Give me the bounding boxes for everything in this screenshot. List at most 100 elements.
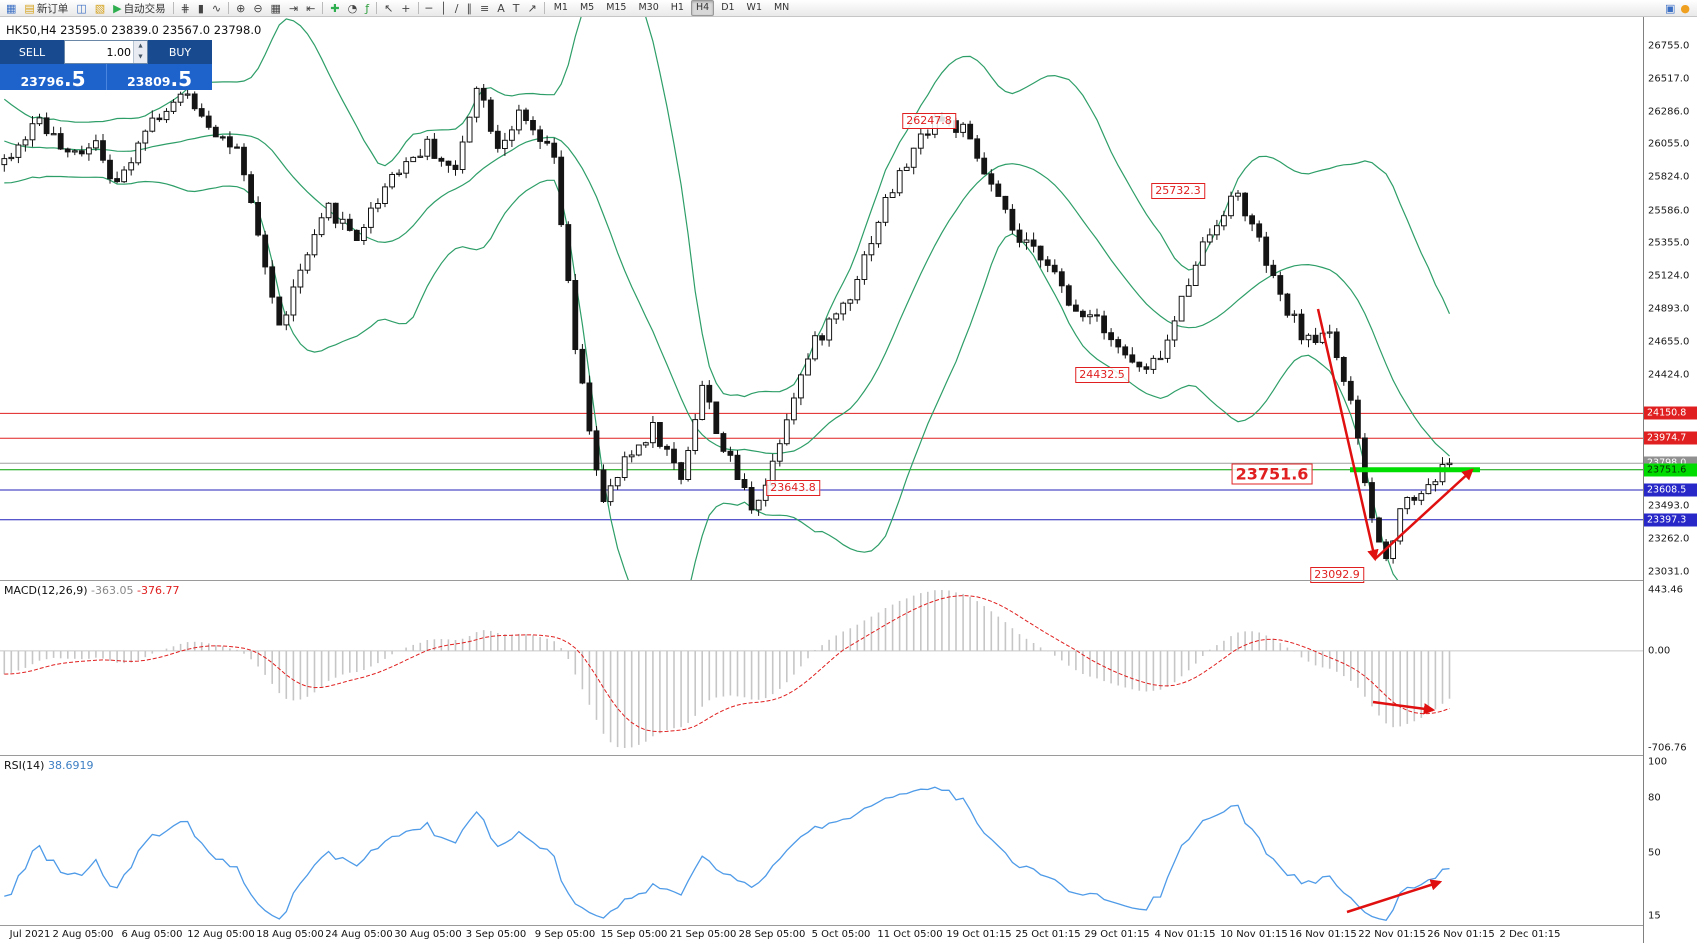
buy-price[interactable]: 23809.5 bbox=[106, 64, 212, 90]
time-tick: 4 Nov 01:15 bbox=[1154, 929, 1216, 940]
profiles-icon[interactable]: ▧ bbox=[91, 0, 109, 17]
timeframe-h1-button[interactable]: H1 bbox=[670, 2, 684, 13]
vline-tool-icon[interactable]: │ bbox=[436, 0, 451, 17]
volume-input[interactable] bbox=[65, 41, 133, 63]
toolbar-separator bbox=[376, 2, 378, 14]
volume-down-button[interactable]: ▼ bbox=[134, 52, 147, 63]
macd-name: MACD(12,26,9) bbox=[4, 584, 88, 597]
trend-arrow-1[interactable] bbox=[1316, 308, 1379, 562]
price-tick: 26286.0 bbox=[1648, 106, 1690, 118]
tile-windows-icon[interactable]: ▦ bbox=[267, 0, 285, 17]
line-chart-icon[interactable]: ∿ bbox=[208, 0, 225, 17]
price-tick: 24655.0 bbox=[1648, 336, 1690, 348]
main-chart[interactable] bbox=[0, 17, 1643, 580]
rsi-tick: 80 bbox=[1648, 792, 1661, 804]
chart-shift-icon[interactable]: ⇤ bbox=[302, 0, 319, 17]
price-tick: 23031.0 bbox=[1648, 566, 1690, 577]
time-tick: 16 Nov 01:15 bbox=[1289, 929, 1357, 940]
buy-price-main: 23809 bbox=[126, 73, 171, 89]
cursor-icon-glyph: ↖ bbox=[384, 1, 394, 15]
timeframe-m5-button[interactable]: M5 bbox=[579, 2, 595, 13]
volume-up-button[interactable]: ▲ bbox=[134, 41, 147, 52]
price-annotation[interactable]: 23092.9 bbox=[1310, 567, 1364, 583]
status-icon[interactable]: ● bbox=[1680, 1, 1690, 15]
price-annotation[interactable]: 23643.8 bbox=[766, 480, 820, 496]
auto-trading-button[interactable]: ▶ 自动交易 bbox=[109, 0, 169, 17]
templates-icon[interactable]: ◫ bbox=[72, 0, 90, 17]
period-icon[interactable]: ◔ bbox=[344, 0, 362, 17]
label-tool-icon[interactable]: T bbox=[509, 0, 524, 17]
price-tick: 26055.0 bbox=[1648, 138, 1690, 150]
timeframe-h4-button[interactable]: H4 bbox=[690, 0, 715, 16]
chart-window-icon[interactable]: ▣ bbox=[1664, 1, 1676, 15]
rsi-tick: 50 bbox=[1648, 847, 1661, 859]
fibonacci-tool-icon[interactable]: ≡ bbox=[476, 0, 493, 17]
macd-arrow[interactable] bbox=[1372, 700, 1436, 715]
arrows-tool-icon[interactable]: ↗ bbox=[523, 0, 540, 17]
indicators-icon[interactable]: ƒ bbox=[361, 0, 373, 17]
cursor-icon[interactable]: ↖ bbox=[380, 0, 397, 17]
macd-signal-line bbox=[4, 595, 1450, 733]
trendline-tool-icon[interactable]: ∕ bbox=[451, 0, 463, 17]
time-tick: 26 Nov 01:15 bbox=[1427, 929, 1495, 940]
panel-separator-macd[interactable] bbox=[0, 580, 1697, 581]
price-annotation[interactable]: 26247.8 bbox=[902, 113, 956, 129]
window-grid-icon[interactable]: ▦ bbox=[2, 0, 20, 17]
auto-scroll-icon[interactable]: ⇥ bbox=[285, 0, 302, 17]
rsi-panel[interactable] bbox=[0, 755, 1643, 925]
sell-button[interactable]: SELL bbox=[0, 40, 64, 64]
hline-tool-icon[interactable]: ─ bbox=[422, 0, 437, 17]
key-level-label[interactable]: 23751.6 bbox=[1231, 463, 1313, 485]
text-tool-icon-glyph: A bbox=[497, 1, 505, 15]
chart-ohlc-header: HK50,H4 23595.0 23839.0 23567.0 23798.0 bbox=[6, 23, 262, 37]
trend-arrow-2[interactable] bbox=[1374, 468, 1474, 560]
hline-tool-icon-glyph: ─ bbox=[425, 1, 433, 15]
new-order-button[interactable]: ▤ 新订单 bbox=[20, 0, 72, 17]
one-click-trade-panel: SELL ▲ ▼ BUY 23796.5 23809.5 bbox=[0, 40, 212, 90]
zoom-in-icon[interactable]: ⊕ bbox=[232, 0, 249, 17]
time-axis-border bbox=[0, 925, 1697, 926]
zoom-out-icon[interactable]: ⊖ bbox=[249, 0, 266, 17]
macd-tick: -706.76 bbox=[1648, 742, 1687, 754]
timeframe-m1-button[interactable]: M1 bbox=[553, 2, 568, 13]
bollinger-middle-band bbox=[4, 133, 1450, 457]
bollinger-lower-band bbox=[4, 175, 1399, 580]
rsi-arrow[interactable] bbox=[1346, 879, 1443, 914]
time-tick: Jul 2021 bbox=[9, 929, 51, 940]
toolbar-separator bbox=[228, 2, 230, 14]
candle-wicks bbox=[3, 84, 1450, 564]
timeframe-m15-button[interactable]: M15 bbox=[606, 2, 627, 13]
buy-button[interactable]: BUY bbox=[148, 40, 212, 64]
macd-panel[interactable] bbox=[0, 580, 1643, 755]
price-tick: 25586.0 bbox=[1648, 205, 1690, 217]
macd-tick: 0.00 bbox=[1648, 645, 1671, 657]
timeframe-m30-button[interactable]: M30 bbox=[638, 2, 659, 13]
time-tick: 10 Nov 01:15 bbox=[1220, 929, 1288, 940]
toolbar-separator bbox=[322, 2, 324, 14]
candlestick-chart-icon[interactable]: ▮ bbox=[194, 0, 208, 17]
timeframe-w1-button[interactable]: W1 bbox=[746, 2, 762, 13]
price-annotation[interactable]: 24432.5 bbox=[1075, 367, 1129, 383]
macd-histogram bbox=[3, 590, 1451, 748]
toolbar-separator bbox=[172, 2, 174, 14]
macd-value: -363.05 bbox=[91, 584, 134, 597]
profiles-icon-glyph: ▧ bbox=[94, 1, 106, 15]
bar-chart-icon-glyph: ⋕ bbox=[180, 1, 190, 15]
price-tick: 24893.0 bbox=[1648, 303, 1690, 314]
bar-chart-icon[interactable]: ⋕ bbox=[177, 0, 194, 17]
price-annotation[interactable]: 25732.3 bbox=[1151, 183, 1205, 199]
price-level-badge: 23397.3 bbox=[1644, 513, 1697, 527]
sell-price[interactable]: 23796.5 bbox=[0, 64, 106, 90]
rsi-label: RSI(14) 38.6919 bbox=[4, 759, 93, 772]
trade-panel-price-row: 23796.5 23809.5 bbox=[0, 64, 212, 90]
channel-tool-icon[interactable]: ∥ bbox=[462, 0, 476, 17]
zoom-in-icon-glyph: ⊕ bbox=[236, 1, 246, 15]
timeframe-mn-button[interactable]: MN bbox=[773, 2, 790, 13]
crosshair-icon[interactable]: + bbox=[397, 0, 414, 17]
new-chart-icon[interactable]: ✚ bbox=[326, 0, 343, 17]
window-grid-icon-glyph: ▦ bbox=[6, 1, 17, 15]
timeframe-d1-button[interactable]: D1 bbox=[721, 2, 735, 13]
text-tool-icon[interactable]: A bbox=[493, 0, 509, 17]
panel-separator-rsi[interactable] bbox=[0, 755, 1697, 756]
